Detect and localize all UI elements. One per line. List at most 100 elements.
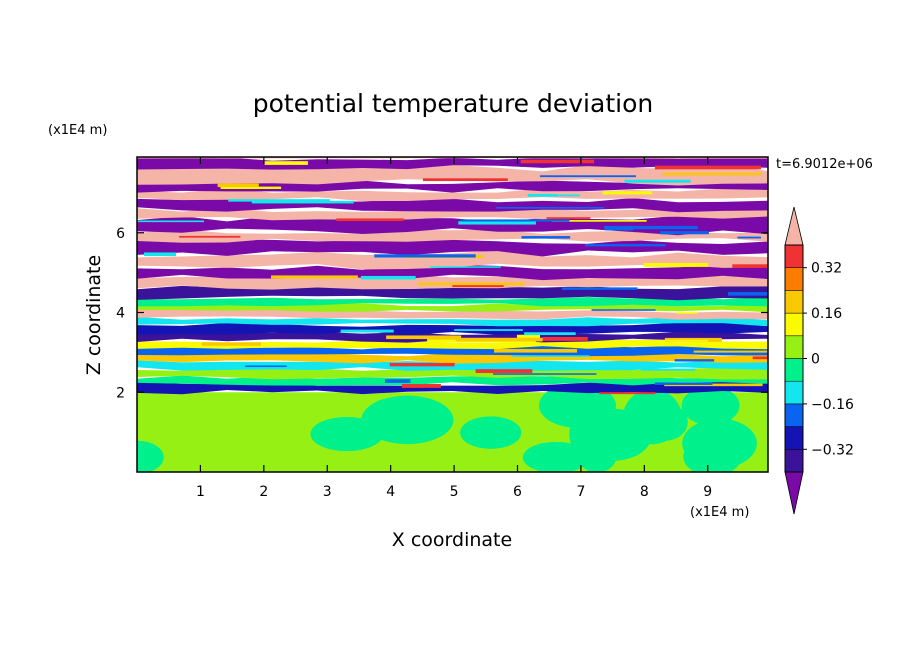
streak [599,392,656,395]
colorbar-band [784,380,804,405]
streak [217,183,259,188]
colorbar-tick-label: −0.16 [811,397,854,413]
lower-blob [681,385,740,426]
streak [458,221,536,225]
stratum [137,237,768,257]
streak [494,349,578,353]
streak [546,217,591,219]
streak [137,220,205,223]
stratum [137,345,768,357]
lower-blob [538,383,616,428]
streak [693,350,768,353]
y-tick-label: 6 [116,226,125,242]
streak [455,337,543,342]
stratum [137,367,768,380]
streak [524,332,576,336]
y-tick-label: 2 [116,385,125,401]
streak [245,365,287,368]
streak [551,220,647,222]
colorbar: 0.32 0.16 0 −0.16 −0.32 [784,206,854,515]
colorbar-band [784,358,804,382]
stratum [137,275,768,290]
streak [659,231,709,235]
lower-blob [460,416,522,449]
streak [389,362,455,367]
streak [264,161,308,165]
streak [228,199,330,202]
x-unit-label: (x1E4 m) [690,505,749,520]
streak [340,329,394,333]
streak [602,191,653,195]
streak [401,384,441,388]
x-tick-label: 1 [196,484,205,500]
stratum [137,207,768,221]
colorbar-band [784,244,804,268]
colorbar-band [784,403,804,427]
streak [384,379,411,383]
stratum [137,157,768,170]
streak [496,206,605,209]
streak [562,287,638,290]
streak [220,186,282,189]
x-tick-label: 2 [259,484,268,500]
streak [558,194,580,197]
stratum [137,322,768,336]
y-unit-label: (x1E4 m) [48,123,107,138]
streak [591,309,656,311]
streak [539,343,568,346]
lower-blob [683,437,742,472]
streak [728,292,768,296]
streak [624,179,691,183]
streak [664,383,763,387]
streak [454,329,523,331]
colorbar-tick-label: −0.32 [811,442,854,458]
streak [521,236,571,239]
streak [374,254,476,258]
colorbar-band [784,449,804,473]
stratum [137,229,768,243]
x-tick-label: 6 [513,484,522,500]
stratum [137,316,768,327]
y-axis-label: Z coordinate [83,255,105,375]
y-tick-label: 4 [116,306,125,322]
streak [460,219,570,222]
colorbar-tick-label: 0.16 [811,306,842,322]
streak [542,336,588,341]
streak [662,172,763,176]
streak [520,159,595,164]
streak [614,339,709,342]
x-tick-label: 3 [323,484,332,500]
streak [654,165,762,170]
streak [179,235,241,238]
lower-blob [137,440,164,472]
stratum [137,308,768,320]
colorbar-band [784,267,804,291]
streak [752,356,768,360]
streak [475,369,533,374]
streak [737,236,761,239]
stratum [137,339,768,350]
streak [251,200,354,204]
colorbar-above [784,206,804,246]
lower-blob [642,403,688,441]
streak [640,368,696,371]
stratum [137,296,768,307]
streak [676,312,698,314]
y-axis: 2 4 6 [116,226,768,401]
x-axis-label: X coordinate [392,529,512,551]
stratum [137,250,768,270]
streak [654,382,713,385]
x-tick-label: 8 [640,484,649,500]
streak [417,282,525,286]
streak [422,178,508,182]
time-label: t=6.9012e+06 [776,157,873,172]
colorbar-tick-label: 0 [811,352,820,368]
plot-frame [136,156,769,473]
streak [492,373,597,375]
streak [360,275,416,280]
streak [585,244,666,247]
x-tick-label: 5 [450,484,459,500]
colorbar-below [784,471,804,515]
streak [452,284,504,288]
